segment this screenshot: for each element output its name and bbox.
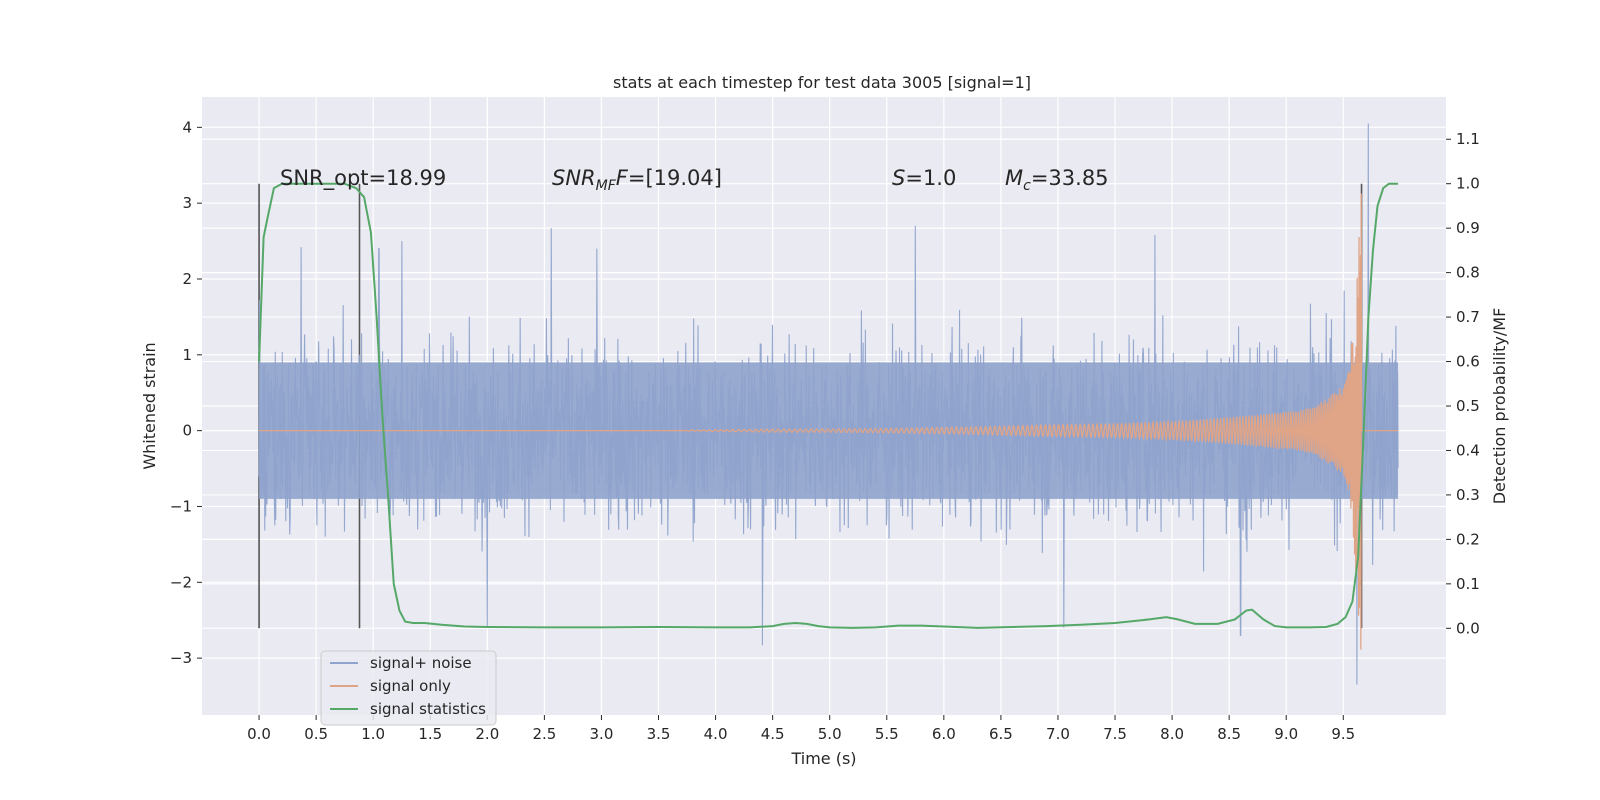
x-tick-label: 5.0	[818, 725, 842, 743]
y-left-tick-label: −2	[170, 573, 192, 591]
x-tick-label: 2.5	[532, 725, 556, 743]
series-signal-statistics-line	[258, 182, 1399, 629]
annotation-snr-mf-sub: MF	[596, 178, 617, 194]
x-tick-label: 3.0	[590, 725, 614, 743]
x-tick-label: 6.5	[989, 725, 1013, 743]
y-left-tick-label: 2	[182, 270, 192, 288]
x-tick-label: 8.5	[1217, 725, 1241, 743]
y-right-tick-label: 0.9	[1456, 219, 1480, 237]
legend: signal+ noise signal only signal statist…	[320, 650, 497, 726]
annotation-s: S=1.0	[892, 166, 956, 190]
x-tick-label: 4.5	[761, 725, 785, 743]
y-left-tick-label: −3	[170, 649, 192, 667]
annotation-snr-mf: SNRMFF=[19.04]	[552, 166, 722, 194]
y-right-tick-label: 1.0	[1456, 175, 1480, 193]
x-tick-labels: 0.0 0.5 1.0 1.5 2.0 2.5 3.0 3.5 4.0 4.5 5.0 5.5 6.0 6…	[247, 715, 1355, 743]
y-right-tick-label: 0.7	[1456, 308, 1480, 326]
legend-label-signal-only: signal only	[370, 677, 451, 695]
chart-title: stats at each timestep for test data 300…	[613, 73, 1031, 92]
y-left-tick-label: 4	[182, 118, 192, 136]
series-signal-only	[259, 193, 1399, 650]
x-axis-label: Time (s)	[790, 749, 856, 768]
y-right-tick-label: 0.2	[1456, 530, 1480, 548]
x-tick-label: 2.0	[475, 725, 499, 743]
annotation-s-main: S	[892, 166, 905, 190]
x-tick-label: 1.0	[361, 725, 385, 743]
annotation-snr-mf-main: SNR	[552, 166, 596, 190]
y-left-axis-label: Whitened strain	[140, 342, 159, 469]
annotation-snr-mf-value: =[19.04]	[628, 166, 722, 190]
x-tick-label: 0.0	[247, 725, 271, 743]
legend-label-signal-statistics: signal statistics	[370, 700, 486, 718]
annotation-mc-value: =33.85	[1031, 166, 1109, 190]
y-left-tick-label: 0	[182, 422, 192, 440]
x-tick-label: 4.0	[704, 725, 728, 743]
annotation-snr-opt: SNR_opt=18.99	[280, 166, 446, 191]
x-tick-label: 3.5	[647, 725, 671, 743]
x-tick-label: 5.5	[875, 725, 899, 743]
y-right-tick-labels: 0.0 0.1 0.2 0.3 0.4 0.5 0.6 0.7 0.8 0.9 1.0 1.1	[1446, 130, 1480, 637]
annotation-snr-mf-f: F	[616, 166, 629, 190]
y-left-tick-labels: −3 −2 −1 0 1 2 3 4	[170, 118, 202, 667]
annotation-s-value: =1.0	[905, 166, 956, 190]
x-tick-label: 1.5	[418, 725, 442, 743]
x-tick-label: 7.0	[1046, 725, 1070, 743]
y-right-axis-label: Detection probability/MF	[1490, 308, 1509, 505]
y-right-tick-label: 0.5	[1456, 397, 1480, 415]
series-signal-statistics	[258, 182, 1399, 629]
x-tick-label: 6.0	[932, 725, 956, 743]
legend-label-signal-noise: signal+ noise	[370, 654, 472, 672]
y-right-tick-label: 0.1	[1456, 575, 1480, 593]
annotation-mc: Mc=33.85	[1005, 166, 1109, 194]
annotation-mc-sub: c	[1023, 178, 1031, 194]
x-tick-label: 9.5	[1331, 725, 1355, 743]
y-right-tick-label: 0.3	[1456, 486, 1480, 504]
legend-box	[320, 650, 497, 726]
y-left-tick-label: 3	[182, 194, 192, 212]
x-tick-label: 0.5	[304, 725, 328, 743]
x-tick-label: 9.0	[1274, 725, 1298, 743]
y-right-tick-label: 1.1	[1456, 130, 1480, 148]
x-tick-label: 7.5	[1103, 725, 1127, 743]
y-right-tick-label: 0.6	[1456, 353, 1480, 371]
annotation-mc-main: M	[1005, 166, 1023, 190]
y-right-tick-label: 0.0	[1456, 619, 1480, 637]
y-left-tick-label: 1	[182, 346, 192, 364]
y-right-tick-label: 0.8	[1456, 264, 1480, 282]
x-tick-label: 8.0	[1160, 725, 1184, 743]
series-signal-only-line	[259, 193, 1399, 650]
y-left-tick-label: −1	[170, 497, 192, 515]
y-right-tick-label: 0.4	[1456, 441, 1480, 459]
